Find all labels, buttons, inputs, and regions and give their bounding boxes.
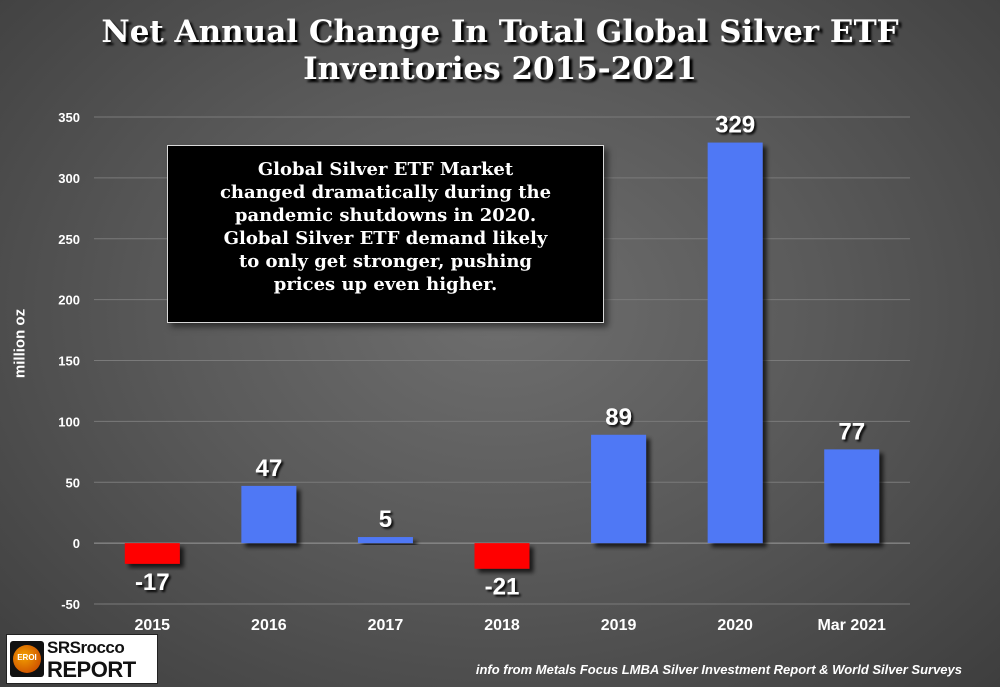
bar-2019 (591, 434, 647, 544)
x-tick-label: 2017 (368, 617, 404, 634)
data-label: -17 (135, 569, 170, 596)
chart-title: Net Annual Change In Total Global Silver… (0, 14, 1000, 88)
x-tick-label: 2019 (601, 617, 637, 634)
y-tick-label: 350 (58, 110, 80, 125)
annotation-line-6: prices up even higher. (273, 274, 498, 295)
annotation-line-2: changed dramatically during the (219, 182, 552, 203)
data-label: 47 (256, 455, 283, 482)
bars (124, 142, 880, 569)
annotation-line-1: Global Silver ETF Market (257, 159, 514, 180)
chart-title-line-1: Net Annual Change In Total Global Silver… (101, 14, 899, 50)
y-tick-label: -50 (61, 597, 80, 612)
x-tick-label: 2016 (251, 617, 287, 634)
logo-text-top: SRSrocco (47, 638, 125, 657)
annotation-line-5: to only get stronger, pushing (238, 251, 533, 272)
srsrocco-logo: EROI SRSrocco REPORT (6, 634, 158, 684)
x-tick-label: Mar 2021 (817, 617, 886, 634)
y-tick-label: 50 (66, 475, 80, 490)
data-label: 5 (379, 506, 392, 533)
x-tick-label: 2015 (134, 617, 170, 634)
bar-2017 (357, 537, 413, 544)
y-tick-label: 250 (58, 232, 80, 247)
bar-2016 (241, 485, 297, 544)
y-tick-label: 300 (58, 171, 80, 186)
y-axis-label: million oz (11, 308, 29, 379)
x-axis-ticks: 2015 2016 2017 2018 2019 2020 Mar 2021 (134, 617, 886, 634)
chart-title-line-2: Inventories 2015-2021 (303, 51, 697, 87)
y-axis-ticks: -50 0 50 100 150 200 250 300 350 (58, 110, 80, 612)
data-label: 77 (838, 418, 865, 445)
annotation-line-4: Global Silver ETF demand likely (223, 228, 548, 249)
data-labels: -17 47 5 -21 89 329 77 (135, 112, 865, 601)
data-label: 329 (715, 112, 755, 139)
logo-text-bottom: REPORT (47, 657, 136, 682)
eroi-badge-icon: EROI (10, 641, 44, 677)
bar-2015 (124, 543, 180, 564)
y-tick-label: 0 (73, 536, 80, 551)
x-tick-label: 2018 (484, 617, 520, 634)
data-label: -21 (485, 574, 520, 601)
y-tick-label: 150 (58, 354, 80, 369)
bar-2018 (474, 543, 530, 569)
bar-mar-2021 (824, 449, 880, 544)
y-tick-label: 100 (58, 414, 80, 429)
data-label: 89 (605, 404, 632, 431)
bar-2020 (707, 142, 763, 544)
source-note: info from Metals Focus LMBA Silver Inves… (475, 662, 962, 677)
y-tick-label: 200 (58, 293, 80, 308)
annotation-line-3: pandemic shutdowns in 2020. (234, 205, 537, 226)
x-tick-label: 2020 (717, 617, 753, 634)
annotation-box: Global Silver ETF Market changed dramati… (167, 145, 604, 323)
